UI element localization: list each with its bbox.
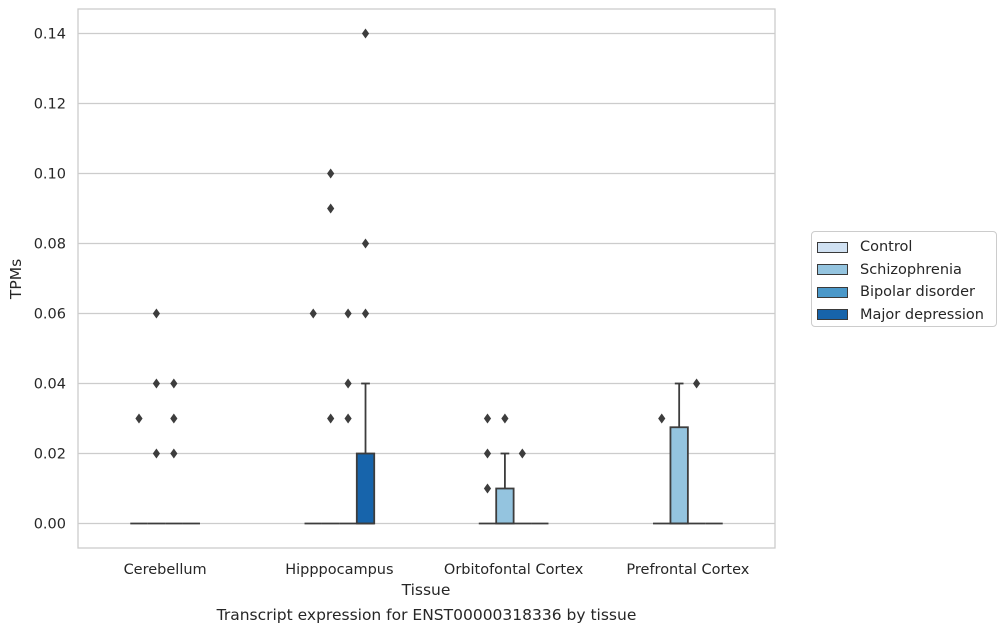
outlier-point: [483, 448, 492, 459]
outlier-point: [344, 308, 352, 319]
box-plot-chart: 0.00 0.02 0.04 0.06 0.08 0.10 0.12 0.14 Cerebel…: [7, 8, 776, 599]
legend-swatch: [817, 241, 848, 253]
outlier-point: [361, 308, 370, 319]
box-control: [304, 308, 322, 525]
outlier-point: [658, 413, 666, 424]
y-axis-label: TPMs: [7, 259, 25, 300]
legend-item: Major depression: [817, 304, 996, 327]
outlier-point: [152, 378, 161, 389]
y-tick-label: 0.14: [34, 27, 66, 43]
x-tick-label: Orbitofontal Cortex: [444, 562, 584, 578]
legend-label: Schizophrenia: [860, 261, 962, 278]
box-control: [478, 413, 497, 525]
boxes: [130, 28, 723, 525]
x-tick-label: Cerebellum: [124, 562, 207, 578]
outlier-point: [483, 483, 492, 494]
outlier-point: [361, 238, 370, 249]
legend-label: Control: [860, 239, 913, 256]
legend-item: Control: [817, 236, 996, 259]
outlier-point: [327, 413, 335, 424]
outlier-point: [170, 413, 178, 424]
outlier-point: [170, 378, 178, 389]
box-major-depression: [355, 28, 376, 525]
box-schizophrenia: [147, 308, 166, 525]
y-tick-label: 0.02: [34, 447, 66, 463]
y-tick-label: 0.06: [34, 307, 66, 323]
y-tick-label: 0.10: [34, 167, 66, 183]
legend-swatch: [817, 286, 848, 298]
box-body: [495, 487, 515, 525]
outlier-point: [344, 378, 352, 389]
box-schizophrenia: [495, 413, 515, 525]
box-schizophrenia: [669, 382, 689, 525]
outlier-point: [327, 203, 335, 214]
legend-item: Bipolar disorder: [817, 281, 996, 304]
box-bipolar-disorder: [165, 378, 183, 525]
y-tick-label: 0.08: [34, 237, 66, 253]
box-body: [355, 452, 376, 525]
legend-swatch: [817, 264, 848, 276]
outlier-point: [170, 448, 178, 459]
legend-label: Bipolar disorder: [860, 284, 975, 301]
plot-area-frame: [77, 8, 776, 549]
box-bipolar-disorder: [687, 378, 706, 525]
outlier-point: [501, 413, 509, 424]
outlier-point: [327, 168, 335, 179]
box-body: [669, 426, 689, 525]
box-bipolar-disorder: [339, 308, 357, 525]
box-schizophrenia: [321, 168, 340, 525]
y-tick-labels: 0.00 0.02 0.04 0.06 0.08 0.10 0.12 0.14: [34, 27, 66, 533]
x-tick-label: Hipppocampus: [285, 562, 393, 578]
x-tick-label: Prefrontal Cortex: [626, 562, 749, 578]
outlier-point: [361, 28, 370, 39]
outlier-point: [518, 448, 526, 459]
x-tick-labels: Cerebellum Hipppocampus Orbitofontal Corte…: [124, 562, 750, 578]
legend-item: Schizophrenia: [817, 259, 996, 282]
y-tick-label: 0.04: [34, 377, 66, 393]
outlier-point: [135, 413, 143, 424]
box-control: [653, 413, 671, 525]
legend-label: Major depression: [860, 306, 984, 323]
x-axis-label: Tissue: [401, 581, 451, 599]
chart-caption: Transcript expression for ENST0000031833…: [216, 606, 637, 624]
outlier-point: [309, 308, 317, 319]
y-tick-label: 0.12: [34, 97, 66, 113]
outlier-point: [344, 413, 352, 424]
plot-area-background: [78, 9, 775, 548]
box-bipolar-disorder: [513, 448, 532, 525]
outlier-point: [692, 378, 701, 389]
outlier-point: [152, 308, 161, 319]
legend: Control Schizophrenia Bipolar disorder Majo…: [811, 231, 997, 327]
box-control: [130, 413, 148, 525]
outlier-point: [152, 448, 161, 459]
y-tick-label: 0.00: [34, 517, 66, 533]
outlier-point: [483, 413, 492, 424]
legend-swatch: [817, 309, 848, 321]
